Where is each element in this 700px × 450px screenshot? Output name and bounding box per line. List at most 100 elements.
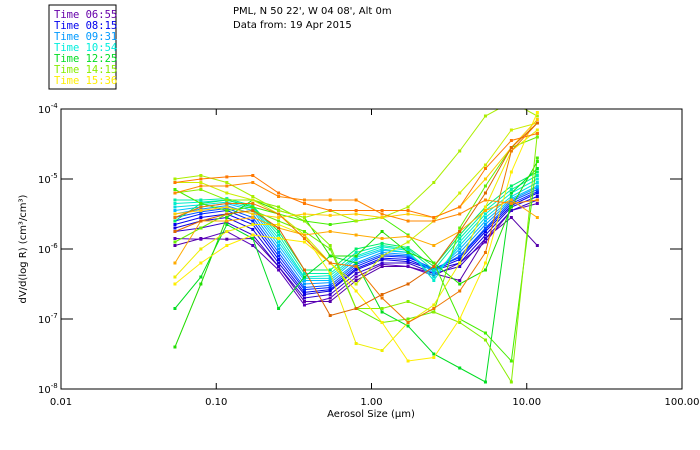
data-point bbox=[535, 216, 539, 219]
data-point bbox=[458, 366, 462, 370]
data-point bbox=[328, 314, 332, 317]
data-point bbox=[225, 237, 229, 241]
data-point bbox=[302, 237, 306, 240]
data-point bbox=[328, 276, 332, 280]
data-point bbox=[251, 174, 255, 177]
legend-entry: Time 12:25 bbox=[54, 53, 117, 65]
data-point bbox=[380, 256, 384, 260]
data-point bbox=[251, 223, 255, 226]
data-point bbox=[199, 177, 203, 181]
data-point bbox=[458, 212, 462, 216]
data-point bbox=[302, 279, 306, 282]
data-point bbox=[173, 219, 177, 223]
data-point bbox=[535, 121, 539, 125]
data-point bbox=[328, 254, 332, 258]
data-point bbox=[483, 251, 487, 254]
data-point bbox=[535, 167, 539, 170]
data-point bbox=[251, 209, 255, 212]
data-point bbox=[354, 272, 358, 275]
data-point bbox=[380, 307, 384, 310]
data-point bbox=[509, 202, 513, 205]
data-point bbox=[483, 184, 487, 188]
data-point bbox=[251, 202, 255, 205]
data-point bbox=[251, 198, 255, 202]
data-point bbox=[432, 307, 436, 310]
x-axis-label: Aerosol Size (μm) bbox=[327, 409, 415, 420]
data-point bbox=[225, 212, 229, 216]
data-point bbox=[406, 300, 410, 303]
data-point bbox=[328, 281, 332, 285]
data-point bbox=[458, 289, 462, 293]
data-point bbox=[432, 303, 436, 307]
data-point bbox=[458, 282, 462, 286]
data-point bbox=[535, 174, 539, 177]
data-point bbox=[354, 261, 358, 265]
data-point bbox=[406, 234, 410, 238]
data-point bbox=[354, 307, 358, 310]
data-point bbox=[354, 209, 358, 212]
data-point bbox=[225, 202, 229, 205]
data-point bbox=[483, 380, 487, 384]
series-line bbox=[174, 122, 538, 324]
data-point bbox=[432, 272, 436, 275]
data-point bbox=[380, 251, 384, 254]
data-point bbox=[406, 240, 410, 244]
data-point bbox=[483, 114, 487, 118]
data-point bbox=[199, 212, 203, 216]
data-point bbox=[509, 209, 513, 212]
data-point bbox=[277, 205, 281, 209]
data-point bbox=[225, 184, 229, 188]
data-point bbox=[535, 132, 539, 135]
series-line bbox=[174, 136, 538, 324]
data-point bbox=[277, 237, 281, 240]
data-point bbox=[535, 190, 539, 194]
legend-entry: Time 10:54 bbox=[54, 42, 117, 54]
data-point bbox=[458, 149, 462, 153]
data-point bbox=[535, 202, 539, 205]
data-point bbox=[302, 216, 306, 219]
data-point bbox=[432, 279, 436, 282]
series-line bbox=[174, 133, 538, 219]
data-point bbox=[251, 244, 255, 247]
data-point bbox=[432, 244, 436, 247]
data-point bbox=[251, 212, 255, 216]
data-point bbox=[354, 275, 358, 279]
data-point bbox=[458, 205, 462, 209]
data-point bbox=[251, 205, 255, 209]
data-point bbox=[354, 198, 358, 202]
data-point bbox=[458, 191, 462, 195]
data-point bbox=[432, 261, 436, 265]
data-point bbox=[432, 181, 436, 184]
data-point bbox=[277, 254, 281, 258]
data-point bbox=[328, 223, 332, 226]
x-tick-label: 0.01 bbox=[50, 397, 72, 408]
x-tick-label: 10.00 bbox=[512, 397, 541, 408]
x-tick-label: 1.00 bbox=[360, 397, 382, 408]
data-point bbox=[483, 167, 487, 170]
data-point bbox=[535, 195, 539, 198]
data-point bbox=[535, 181, 539, 184]
data-point bbox=[458, 321, 462, 324]
data-point bbox=[173, 261, 177, 265]
data-point bbox=[251, 237, 255, 240]
data-point bbox=[225, 216, 229, 219]
data-point bbox=[277, 209, 281, 212]
data-point bbox=[173, 191, 177, 195]
data-point bbox=[509, 149, 513, 153]
data-point bbox=[173, 244, 177, 247]
data-point bbox=[199, 188, 203, 191]
data-point bbox=[199, 275, 203, 279]
plot-frame bbox=[60, 108, 683, 390]
data-point bbox=[225, 181, 229, 184]
data-point bbox=[328, 244, 332, 247]
data-point bbox=[432, 275, 436, 279]
data-point bbox=[458, 230, 462, 233]
data-point bbox=[509, 191, 513, 195]
data-point bbox=[302, 198, 306, 202]
data-point bbox=[458, 244, 462, 247]
data-point bbox=[483, 163, 487, 167]
data-point bbox=[199, 181, 203, 184]
data-point bbox=[173, 205, 177, 209]
